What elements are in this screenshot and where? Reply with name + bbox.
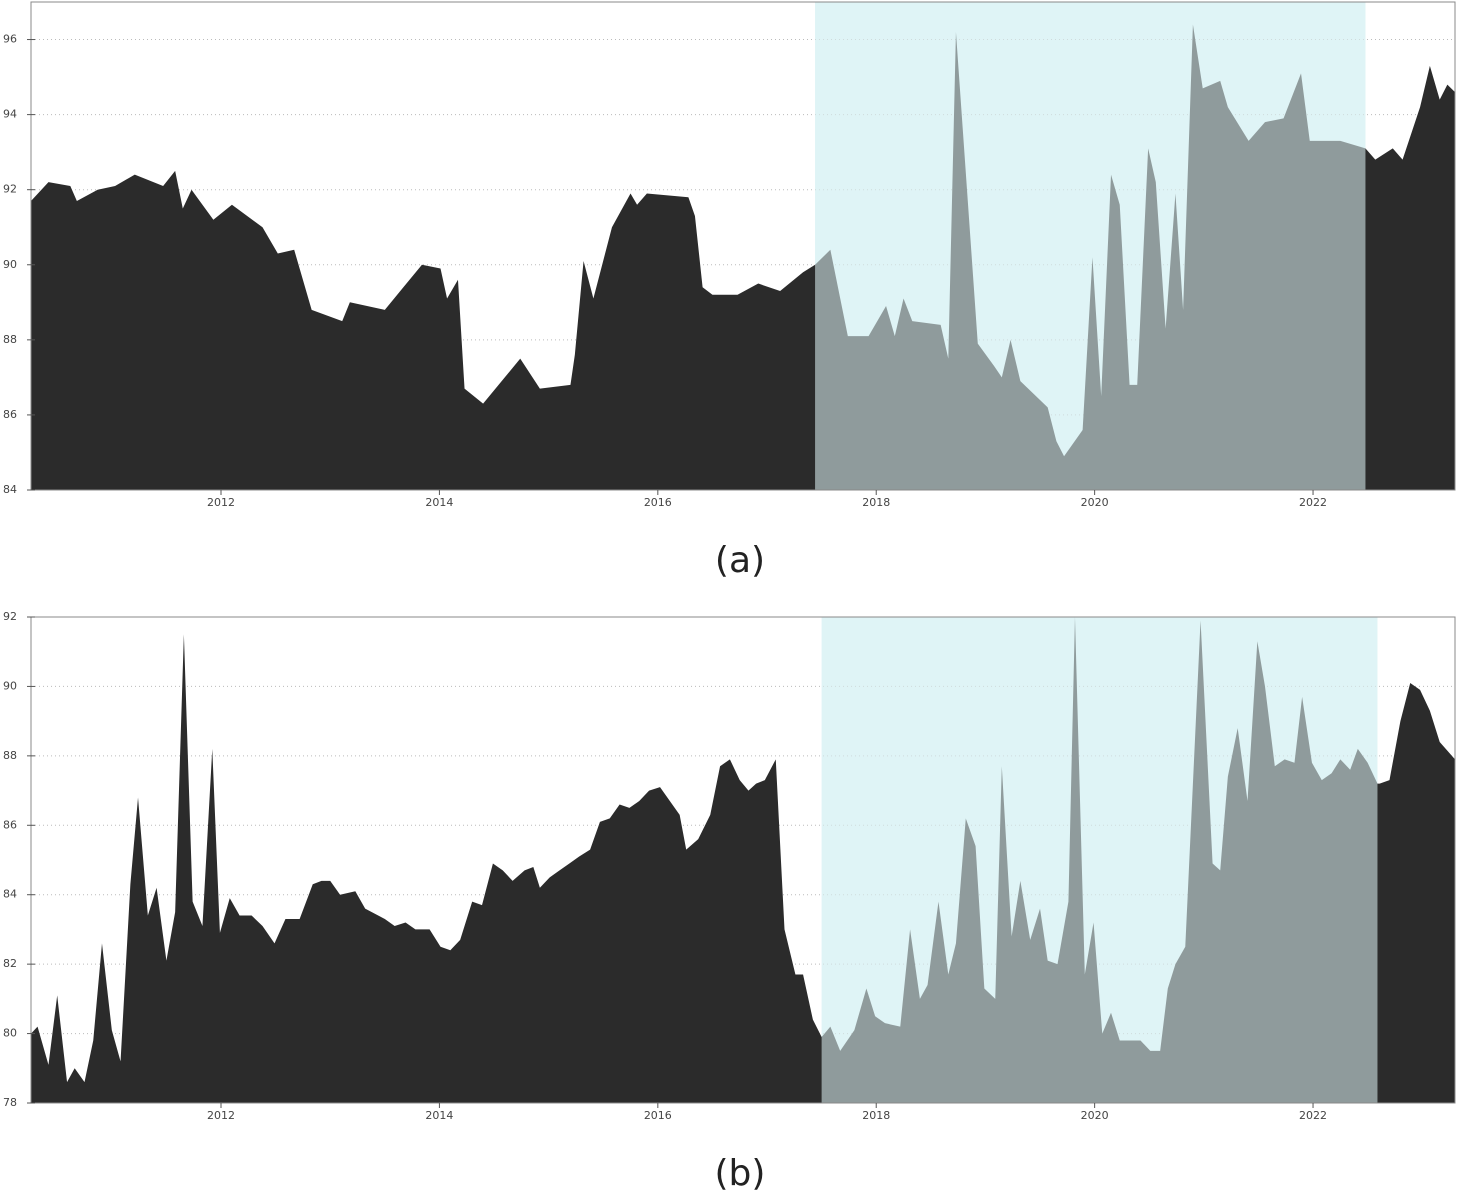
x-tick-label: 2016 [644,496,672,509]
x-tick-label: 2020 [1081,496,1109,509]
plot-frame [30,616,1456,1104]
y-tick-label: 84 [3,483,17,496]
y-tick-label: 86 [3,818,17,831]
y-tick-label: 92 [3,183,17,196]
y-tick-label: 92 [3,610,17,623]
y-tick-label: 86 [3,408,17,421]
x-tick-label: 2012 [207,1109,235,1122]
y-tick-label: 94 [3,108,17,121]
x-tick-label: 2022 [1299,1109,1327,1122]
highlight-overlay [815,2,1366,490]
y-tick-label: 82 [3,957,17,970]
x-tick-label: 2012 [207,496,235,509]
x-tick-label: 2022 [1299,496,1327,509]
x-tick-label: 2020 [1081,1109,1109,1122]
y-tick-label: 90 [3,258,17,271]
highlight-overlay [821,617,1378,1103]
y-tick-label: 88 [3,749,17,762]
y-tick-label: 78 [3,1096,17,1109]
y-tick-label: 90 [3,679,17,692]
y-tick-label: 80 [3,1027,17,1040]
x-tick-label: 2018 [862,1109,890,1122]
caption: (a) [715,540,765,581]
x-tick-label: 2014 [425,1109,453,1122]
x-tick-label: 2014 [425,496,453,509]
x-tick-label: 2018 [862,496,890,509]
y-tick-label: 96 [3,33,17,46]
y-tick-label: 88 [3,333,17,346]
x-tick-label: 2016 [644,1109,672,1122]
area [31,617,1455,1103]
plot-frame [30,1,1456,491]
y-tick-label: 84 [3,888,17,901]
caption: (b) [715,1153,766,1194]
